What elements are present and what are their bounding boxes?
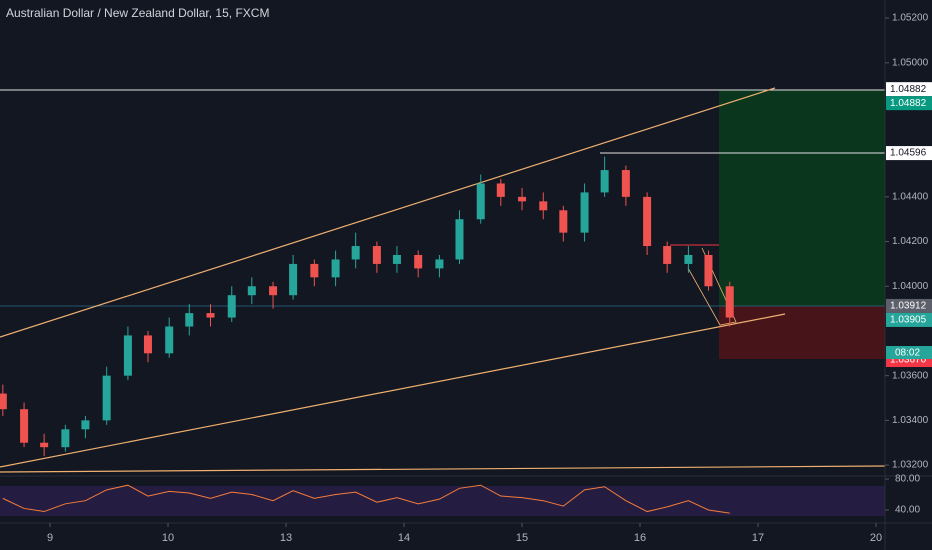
candle-body: [455, 219, 464, 260]
price-tag: [886, 298, 932, 313]
y-tick-label: 1.04400: [892, 192, 929, 203]
candle-body: [580, 192, 589, 233]
candle-body: [185, 313, 194, 327]
candle-body: [684, 254, 693, 264]
price-tag-label: 1.03905: [890, 315, 927, 326]
rsi-band: [0, 486, 885, 516]
candle-body: [269, 286, 278, 296]
candle-body: [143, 335, 152, 354]
candle-body: [372, 246, 381, 264]
trend-line: [0, 313, 786, 468]
price-tag-label: 1.04596: [890, 148, 927, 159]
candle-body: [663, 246, 672, 264]
x-tick-label: 20: [870, 532, 882, 544]
x-tick-label: 13: [280, 532, 292, 544]
loss-zone: [719, 306, 885, 359]
y-tick-label: 1.05000: [892, 57, 929, 68]
price-tag: [886, 82, 932, 97]
price-tag-label: 1.04882: [890, 84, 927, 95]
x-tick-label: 15: [516, 532, 528, 544]
price-tag-label: 1.03670: [890, 355, 927, 366]
x-tick-label: 16: [634, 532, 646, 544]
price-tag-label: 1.03912: [890, 301, 927, 312]
candle-body: [0, 393, 7, 410]
candle-body: [165, 326, 174, 354]
candle-body: [476, 183, 485, 220]
x-tick-label: 17: [752, 532, 764, 544]
rsi-tick-label: 40.00: [895, 505, 920, 516]
x-tick-label: 14: [398, 532, 410, 544]
candle-body: [539, 201, 548, 211]
y-tick-label: 1.03600: [892, 370, 929, 381]
candle-body: [206, 313, 215, 318]
countdown: 08:02: [895, 348, 920, 359]
candle-body: [518, 196, 527, 202]
y-tick-label: 1.05200: [892, 13, 929, 24]
chart-title: Australian Dollar / New Zealand Dollar, …: [6, 6, 269, 20]
candle-body: [392, 254, 401, 264]
rsi-tick-label: 80.00: [895, 474, 920, 485]
candle-body: [227, 295, 236, 318]
candle-body: [496, 183, 505, 197]
candle-body: [621, 170, 630, 197]
candle-body: [600, 170, 609, 193]
candle-body: [704, 254, 713, 287]
y-tick-label: 1.04200: [892, 236, 929, 247]
candle-body: [20, 409, 29, 443]
candle-body: [414, 254, 423, 269]
rsi-line: [2, 484, 730, 514]
candle-body: [247, 286, 256, 296]
profit-zone: [719, 90, 885, 306]
y-tick-label: 1.03200: [892, 460, 929, 471]
trend-line: [0, 87, 776, 338]
candle-body: [310, 263, 319, 278]
price-tag-label: 1.04882: [890, 98, 927, 109]
candle-body: [81, 420, 90, 430]
candle-body: [102, 375, 111, 421]
y-tick-label: 1.03400: [892, 415, 929, 426]
wedge: [687, 247, 737, 326]
candle-body: [289, 263, 298, 296]
y-tick-label: 1.04000: [892, 281, 929, 292]
candle-body: [725, 286, 734, 318]
candle-body: [643, 196, 652, 247]
trend-line: [0, 465, 886, 473]
candle-body: [123, 335, 132, 376]
candle-body: [331, 259, 340, 278]
candle-body: [435, 259, 444, 269]
x-tick-label: 10: [162, 532, 174, 544]
candle-body: [61, 429, 70, 448]
price-tag: [886, 96, 932, 111]
candle-body: [559, 210, 568, 233]
price-tag: [886, 146, 932, 161]
candle-body: [40, 442, 49, 448]
countdown-tag: [886, 346, 932, 360]
price-tag: [886, 312, 932, 327]
candle-body: [351, 246, 360, 260]
x-tick-label: 9: [47, 532, 53, 544]
